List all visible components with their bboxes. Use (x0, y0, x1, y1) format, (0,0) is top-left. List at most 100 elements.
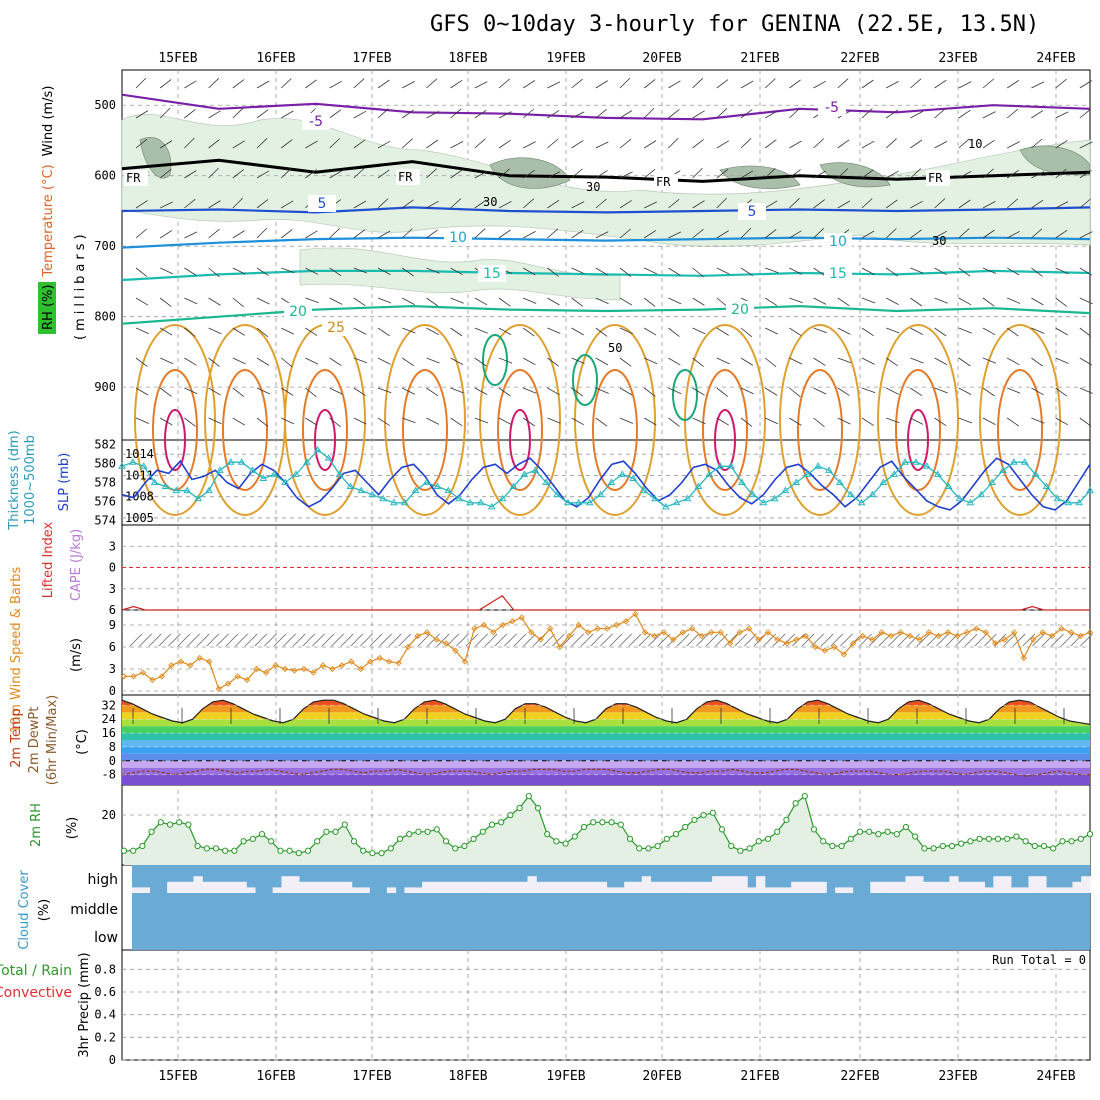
wind-barb (1006, 198, 1019, 209)
rh-marker (341, 821, 348, 828)
surface-wind-barb (638, 633, 652, 647)
wind-barb (281, 417, 295, 425)
wind-barb (1006, 417, 1019, 427)
wind-barb (474, 171, 488, 179)
isotherm-30-cell (402, 369, 448, 491)
wind-barb (716, 417, 730, 426)
wind-speed-marker (717, 629, 724, 636)
surface-wind-barb (302, 633, 316, 647)
wind-barb (934, 357, 948, 365)
wind-speed-marker (840, 651, 847, 658)
wind-barb (184, 267, 197, 276)
wind-barb (886, 170, 899, 179)
surface-wind-barb (888, 633, 901, 647)
surface-wind-barb (715, 633, 728, 647)
high-cloud-gap (527, 876, 537, 893)
wind-barb (643, 297, 656, 307)
rh-marker (728, 842, 735, 850)
high-cloud-gap (334, 881, 344, 893)
wind-barb (208, 78, 219, 89)
date-label-bottom: 21FEB (740, 1069, 779, 1084)
wind-speed-marker (1067, 629, 1075, 636)
wind-barb (716, 79, 729, 89)
thickness-marker (966, 498, 975, 506)
minmax-ylabel: (6hr Min/Max) (45, 695, 60, 785)
wind-barb (474, 199, 487, 209)
wind-barb (1006, 108, 1019, 119)
wind-barb (208, 417, 222, 425)
wind-barb (1079, 417, 1092, 427)
wind-barb (232, 357, 246, 365)
wind-barb (668, 417, 680, 427)
surface-wind-barb (830, 633, 844, 647)
rh-marker (295, 850, 302, 857)
rh-marker (240, 838, 247, 845)
wind-barb (886, 417, 900, 424)
wind-speed-marker (225, 680, 232, 687)
isotherm-35-cell (509, 409, 531, 471)
wind-barb (668, 109, 680, 119)
rh-marker (212, 845, 220, 852)
rh-marker (691, 816, 698, 823)
temp-line (121, 699, 1091, 725)
wind-barb (934, 79, 947, 89)
wind-speed-marker (452, 647, 459, 654)
wind-barb (450, 198, 462, 209)
rh-marker (1059, 838, 1066, 845)
surface-wind-barb (1012, 633, 1026, 647)
wind-barb (837, 139, 850, 149)
surface-wind-barb (686, 633, 700, 647)
surface-wind-barb (724, 633, 738, 647)
wind-barb (450, 169, 463, 179)
wind-barb (789, 198, 800, 209)
wind-barb (135, 110, 149, 119)
wind-barb (837, 417, 851, 425)
high-cloud-gap (685, 881, 695, 893)
high-cloud-gap (202, 881, 212, 893)
wind-barb (474, 297, 488, 306)
high-cloud-gap (896, 881, 906, 893)
high-cloud-gap (518, 881, 529, 893)
thickness-marker (509, 482, 518, 490)
rh-marker (682, 823, 689, 831)
wind-barb (668, 357, 681, 366)
wind-barb (1055, 357, 1069, 364)
temp-band (122, 753, 1090, 761)
wind-barb (305, 387, 317, 398)
wind-barb (523, 387, 537, 394)
thickness-marker (520, 470, 529, 477)
wind-barb (329, 417, 341, 428)
wind-speed-marker (499, 621, 506, 629)
wind-barb (232, 230, 245, 239)
date-label-top: 22FEB (840, 51, 879, 66)
temp-band (122, 712, 1090, 720)
wind-barb (886, 81, 899, 89)
isotherm-label: 10 (829, 234, 847, 250)
wind-barb (934, 327, 947, 337)
precip-tick-label: 0.4 (94, 1008, 116, 1022)
temp-band (122, 746, 1090, 754)
wind-speed-marker (944, 629, 952, 636)
wind-barb (643, 107, 655, 119)
rh-marker (562, 840, 569, 847)
wind-barb (934, 141, 948, 149)
wind-barb (377, 79, 390, 89)
isotherm-35-cell (164, 409, 186, 471)
wind-speed-marker (869, 636, 876, 643)
rh-marker (626, 835, 634, 842)
wind-barb (1031, 199, 1044, 209)
wind-barb (1055, 297, 1068, 307)
isotherm-label: -5 (309, 114, 323, 130)
rh-marker (608, 819, 615, 826)
surface-wind-barb (1003, 633, 1016, 647)
wind-barb (353, 168, 365, 179)
rh-marker (194, 842, 201, 850)
thickness-marker (857, 498, 866, 506)
thickness-marker (444, 486, 453, 494)
wind-barb (547, 199, 560, 209)
rh-marker (360, 847, 367, 854)
wind-barb (934, 198, 946, 209)
high-cloud-gap (1002, 876, 1012, 893)
rh-marker (746, 845, 753, 852)
rh-marker (590, 819, 597, 826)
